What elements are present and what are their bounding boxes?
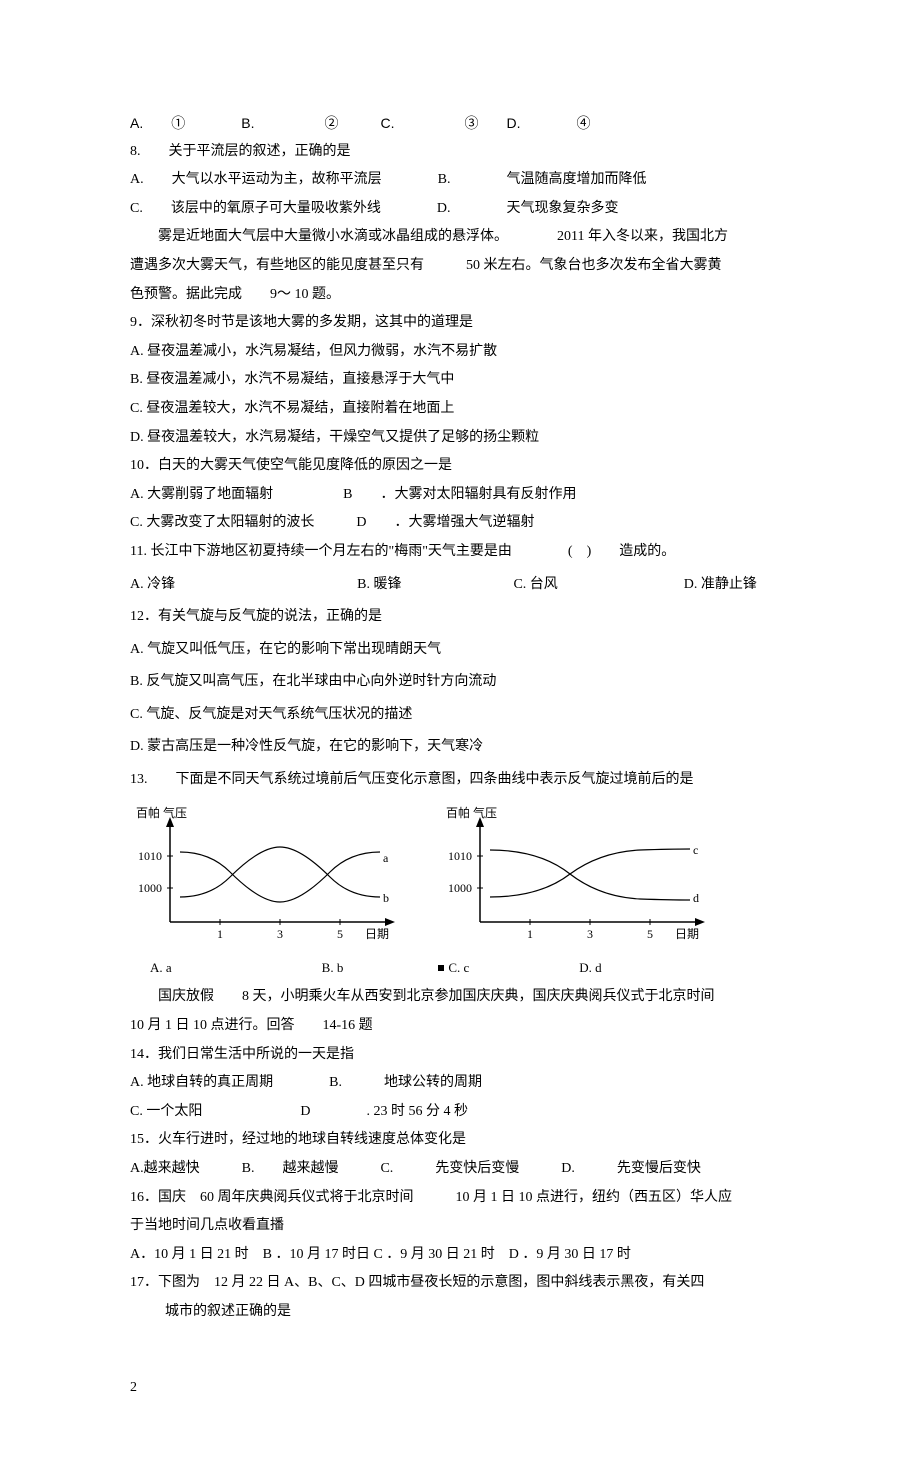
xlabel-right: 日期 (675, 927, 699, 941)
q15-options: A.越来越快 B. 越来越慢 C. 先变快后变慢 D. 先变慢后变快 (130, 1156, 790, 1183)
q14-stem: 14．我们日常生活中所说的一天是指 (130, 1042, 790, 1069)
q12-option-a: A. 气旋又叫低气压，在它的影响下常出现晴朗天气 (130, 637, 790, 664)
q11-stem: 11. 长江中下游地区初夏持续一个月左右的"梅雨"天气主要是由 ( ) 造成的。 (130, 539, 790, 566)
q12-option-b: B. 反气旋又叫高气压，在北半球由中心向外逆时针方向流动 (130, 669, 790, 696)
q8-option-ab: A. 大气以水平运动为主，故称平流层 B. 气温随高度增加而降低 (130, 167, 790, 194)
x-axis-arrow-r-icon (695, 918, 705, 926)
gq-intro-line1: 国庆放假 8 天，小明乘火车从西安到北京参加国庆庆典，国庆庆典阅兵仪式于北京时间 (130, 984, 790, 1011)
x-axis-arrow-icon (385, 918, 395, 926)
q13-answer-b: B. b (322, 956, 344, 981)
xtick-label-1-r: 1 (527, 927, 533, 941)
q13-answers: A. a B. b C. c D. d (130, 956, 790, 981)
q9-option-a: A. 昼夜温差减小，水汽易凝结，但风力微弱，水汽不易扩散 (130, 339, 790, 366)
square-marker-icon (438, 965, 444, 971)
q7-options: A. ① B. ② C. ③ D. ④ (130, 110, 790, 137)
xtick-label-3: 3 (277, 927, 283, 941)
xtick-label-1: 1 (217, 927, 223, 941)
ytick-1010: 1010 (138, 849, 162, 863)
q10-stem: 10．白天的大雾天气使空气能见度降低的原因之一是 (130, 453, 790, 480)
curve-d-label: d (693, 891, 699, 905)
q8-option-cd: C. 该层中的氧原子可大量吸收紫外线 D. 天气现象复杂多变 (130, 196, 790, 223)
q13-charts: 百帕 气压 1010 1000 1 3 5 日期 a b (130, 802, 790, 952)
q13-stem: 13. 下面是不同天气系统过境前后气压变化示意图，四条曲线中表示反气旋过境前后的… (130, 767, 790, 794)
q13-answer-a: A. a (150, 956, 172, 981)
curve-a-label: a (383, 851, 389, 865)
chart-right-ylabel: 百帕 气压 (446, 802, 497, 825)
q12-option-d: D. 蒙古高压是一种冷性反气旋，在它的影响下，天气寒冷 (130, 734, 790, 761)
q9-option-c: C. 昼夜温差较大，水汽不易凝结，直接附着在地面上 (130, 396, 790, 423)
q10-option-cd: C. 大雾改变了太阳辐射的波长 D ．大雾增强大气逆辐射 (130, 510, 790, 537)
q17-stem: 17．下图为 12 月 22 日 A、B、C、D 四城市昼夜长短的示意图，图中斜… (130, 1270, 790, 1297)
fog-intro-line1: 雾是近地面大气层中大量微小水滴或冰晶组成的悬浮体。 2011 年入冬以来，我国北… (130, 224, 790, 251)
q9-option-b: B. 昼夜温差减小，水汽不易凝结，直接悬浮于大气中 (130, 367, 790, 394)
q16-options: A．10 月 1 日 21 时 B ．10 月 17 时日 C ．9 月 30 … (130, 1242, 790, 1269)
chart-left-ylabel: 百帕 气压 (136, 802, 187, 825)
ytick-1010-r: 1010 (448, 849, 472, 863)
q12-stem: 12．有关气旋与反气旋的说法，正确的是 (130, 604, 790, 631)
curve-c (490, 849, 690, 897)
curve-a (180, 847, 380, 897)
chart-left: 百帕 气压 1010 1000 1 3 5 日期 a b (130, 802, 410, 952)
curve-b-label: b (383, 891, 389, 905)
fog-intro-line3: 色预警。据此完成 9～ 10 题。 (130, 282, 790, 309)
page-number: 2 (130, 1375, 790, 1402)
q15-stem: 15．火车行进时，经过地的地球自转线速度总体变化是 (130, 1127, 790, 1154)
gq-intro-line2: 10 月 1 日 10 点进行。回答 14-16 题 (130, 1013, 790, 1040)
q13-answer-c: C. c (438, 956, 469, 981)
curve-b (180, 852, 380, 902)
chart-right: 百帕 气压 1010 1000 1 3 5 日期 c d (440, 802, 720, 952)
q14-option-cd: C. 一个太阳 D . 23 时 56 分 4 秒 (130, 1099, 790, 1126)
q8-stem: 8. 关于平流层的叙述，正确的是 (130, 139, 790, 166)
curve-d (490, 850, 690, 900)
q11-options: A. 冷锋 B. 暖锋 C. 台风 D. 准静止锋 (130, 572, 790, 599)
q16-stem: 16．国庆 60 周年庆典阅兵仪式将于北京时间 10 月 1 日 10 点进行，… (130, 1185, 790, 1212)
q16-stem2: 于当地时间几点收看直播 (130, 1213, 790, 1240)
q13-answer-c-text: C. c (448, 956, 469, 981)
q14-option-ab: A. 地球自转的真正周期 B. 地球公转的周期 (130, 1070, 790, 1097)
q9-option-d: D. 昼夜温差较大，水汽易凝结，干燥空气又提供了足够的扬尘颗粒 (130, 425, 790, 452)
q13-answer-d: D. d (579, 956, 601, 981)
q10-option-ab: A. 大雾削弱了地面辐射 B ．大雾对太阳辐射具有反射作用 (130, 482, 790, 509)
xlabel-left: 日期 (365, 927, 389, 941)
ytick-1000: 1000 (138, 881, 162, 895)
q12-option-c: C. 气旋、反气旋是对天气系统气压状况的描述 (130, 702, 790, 729)
xtick-label-3-r: 3 (587, 927, 593, 941)
fog-intro-line2: 遭遇多次大雾天气，有些地区的能见度甚至只有 50 米左右。气象台也多次发布全省大… (130, 253, 790, 280)
ytick-1000-r: 1000 (448, 881, 472, 895)
xtick-label-5-r: 5 (647, 927, 653, 941)
q9-stem: 9．深秋初冬时节是该地大雾的多发期，这其中的道理是 (130, 310, 790, 337)
curve-c-label: c (693, 843, 698, 857)
xtick-label-5: 5 (337, 927, 343, 941)
